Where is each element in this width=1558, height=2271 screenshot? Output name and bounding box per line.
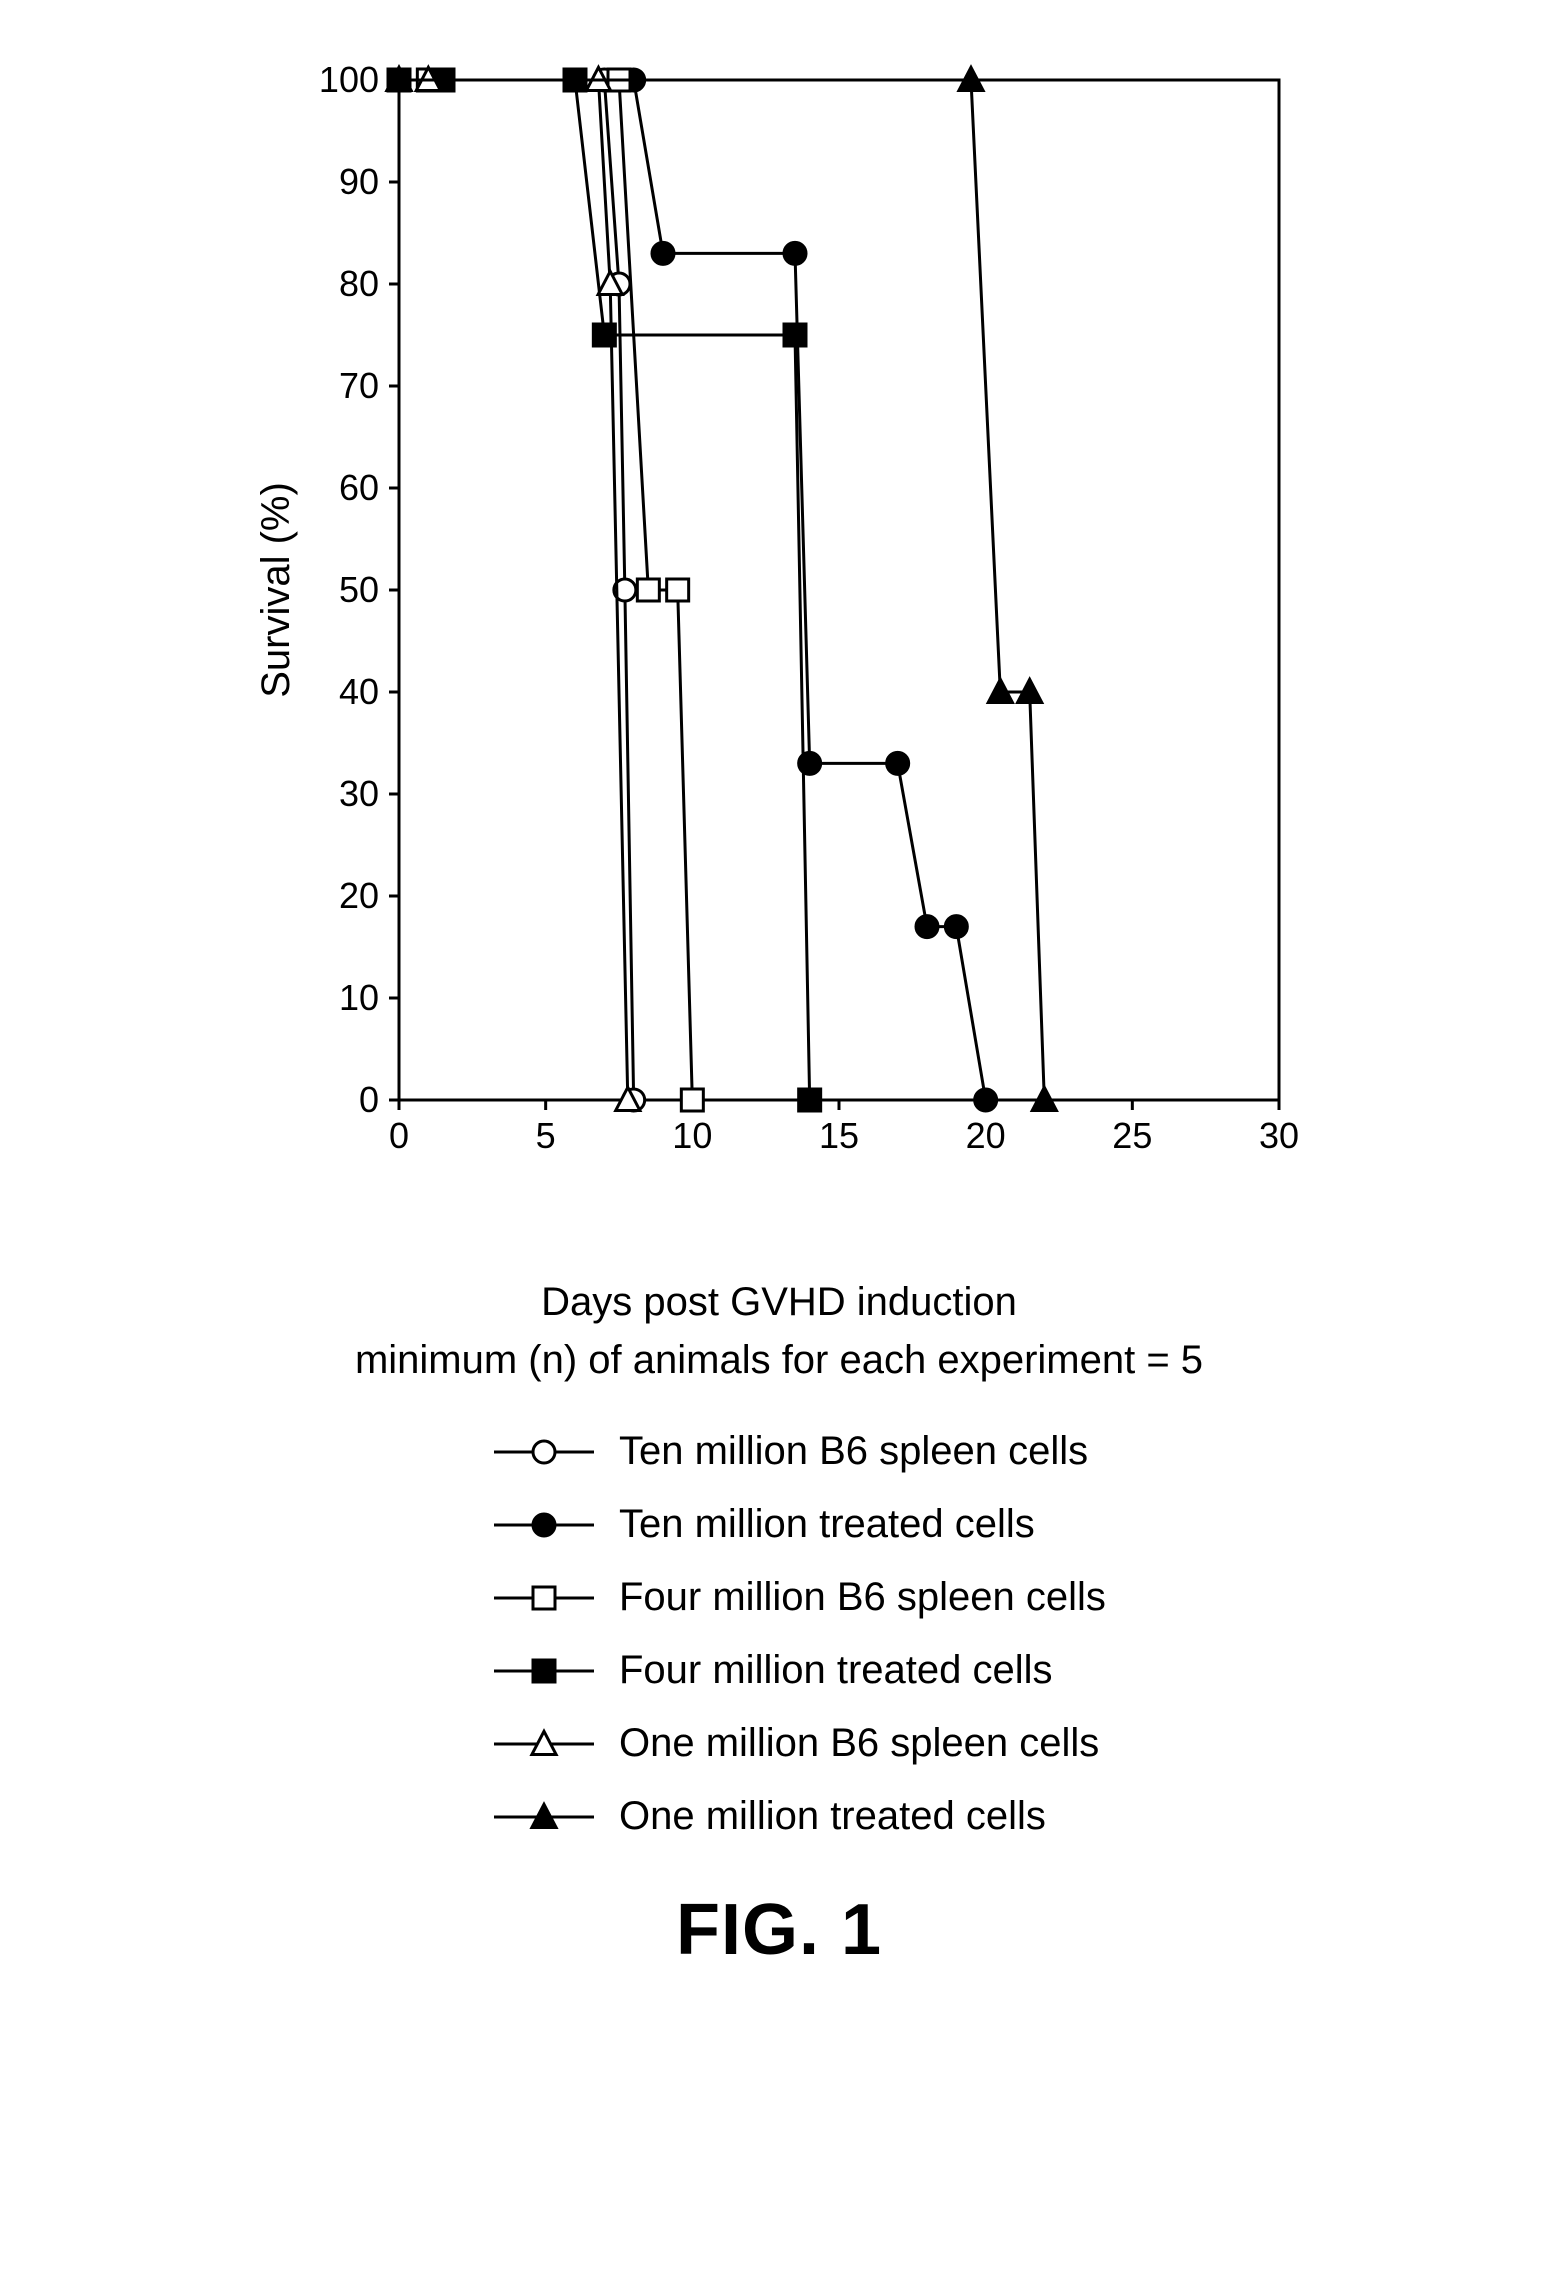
- legend-row-four_b6: Four million B6 spleen cells: [489, 1575, 1329, 1620]
- page-container: 0 10 20 30 40 50 60 70 80 90 100 0 5 10 15 20 25 30 Surviv…: [0, 0, 1558, 2031]
- legend-row-one_b6: One million B6 spleen cells: [489, 1721, 1329, 1766]
- legend-swatch-one_b6: [489, 1724, 599, 1764]
- svg-text:30: 30: [1259, 1115, 1299, 1156]
- survival-chart: 0 10 20 30 40 50 60 70 80 90 100 0 5 10 15 20 25 30 Surviv…: [229, 40, 1329, 1240]
- legend-row-four_treated: Four million treated cells: [489, 1648, 1329, 1693]
- svg-text:60: 60: [339, 467, 379, 508]
- chart-wrapper: 0 10 20 30 40 50 60 70 80 90 100 0 5 10 15 20 25 30 Surviv…: [229, 40, 1329, 1971]
- legend-label: One million treated cells: [619, 1794, 1046, 1839]
- svg-text:90: 90: [339, 161, 379, 202]
- svg-text:15: 15: [819, 1115, 859, 1156]
- legend-label: Four million treated cells: [619, 1648, 1053, 1693]
- svg-text:25: 25: [1112, 1115, 1152, 1156]
- svg-text:40: 40: [339, 671, 379, 712]
- svg-text:80: 80: [339, 263, 379, 304]
- x-axis-label-line1: Days post GVHD induction: [229, 1273, 1329, 1331]
- svg-text:100: 100: [319, 59, 379, 100]
- svg-text:5: 5: [536, 1115, 556, 1156]
- svg-text:20: 20: [339, 875, 379, 916]
- legend-label: Ten million treated cells: [619, 1502, 1035, 1547]
- legend-row-one_treated: One million treated cells: [489, 1794, 1329, 1839]
- svg-text:10: 10: [339, 977, 379, 1018]
- svg-text:30: 30: [339, 773, 379, 814]
- svg-text:70: 70: [339, 365, 379, 406]
- figure-caption: FIG. 1: [229, 1889, 1329, 1971]
- legend-label: Ten million B6 spleen cells: [619, 1429, 1088, 1474]
- legend-swatch-one_treated: [489, 1797, 599, 1837]
- chart-legend: Ten million B6 spleen cells Ten million t…: [489, 1429, 1329, 1839]
- legend-row-ten_treated: Ten million treated cells: [489, 1502, 1329, 1547]
- svg-text:Survival (%): Survival (%): [254, 482, 298, 698]
- x-axis-label-line2: minimum (n) of animals for each experime…: [229, 1331, 1329, 1389]
- legend-label: One million B6 spleen cells: [619, 1721, 1099, 1766]
- svg-text:0: 0: [389, 1115, 409, 1156]
- legend-label: Four million B6 spleen cells: [619, 1575, 1106, 1620]
- legend-swatch-ten_treated: [489, 1505, 599, 1545]
- x-axis-caption: Days post GVHD induction minimum (n) of …: [229, 1273, 1329, 1389]
- svg-text:20: 20: [966, 1115, 1006, 1156]
- svg-text:50: 50: [339, 569, 379, 610]
- legend-swatch-ten_b6: [489, 1432, 599, 1472]
- legend-swatch-four_treated: [489, 1651, 599, 1691]
- legend-row-ten_b6: Ten million B6 spleen cells: [489, 1429, 1329, 1474]
- legend-swatch-four_b6: [489, 1578, 599, 1618]
- svg-text:0: 0: [359, 1079, 379, 1120]
- svg-text:10: 10: [672, 1115, 712, 1156]
